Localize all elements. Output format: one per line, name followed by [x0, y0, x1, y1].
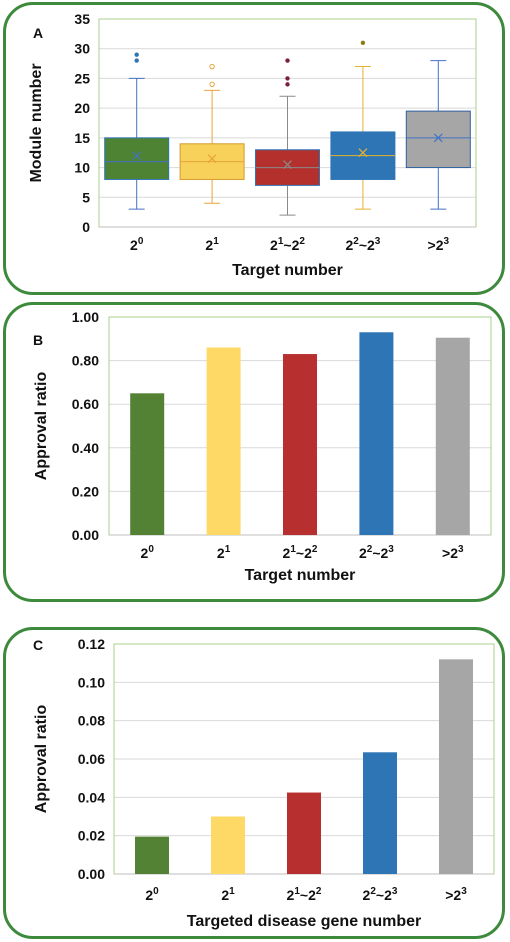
x-category-label: 21~22	[283, 544, 318, 561]
outlier-point	[134, 52, 139, 57]
panel-a: A 0 5 10 15 20 25 30 35 20 21 21~22 22~23 >23 Module n…	[3, 2, 505, 295]
y-axis-label: Module number	[28, 63, 45, 182]
outlier-point	[209, 63, 215, 70]
y-tick-label: 15	[74, 130, 90, 146]
bar	[135, 836, 169, 874]
bar	[211, 816, 245, 874]
bar	[283, 354, 317, 535]
outlier-point	[360, 40, 366, 45]
outlier-point	[209, 81, 215, 88]
bar	[359, 332, 394, 535]
y-tick-label: 0.60	[72, 396, 99, 412]
mean-marker	[283, 160, 292, 170]
bar	[130, 393, 165, 535]
panel-b: B 0.00 0.20 0.40 0.60 0.80 1.00 20 21 21~22 22~23 >…	[3, 302, 505, 602]
x-category-label: 22~23	[345, 236, 380, 253]
outlier-point	[285, 58, 290, 63]
y-tick-label: 10	[74, 160, 90, 176]
y-tick-label: 0.04	[78, 789, 105, 805]
panel-label: A	[33, 25, 43, 41]
bar	[363, 752, 397, 874]
y-tick-label: 1.00	[72, 309, 99, 325]
y-tick-label: 35	[74, 11, 90, 27]
x-axis-label: Target number	[232, 262, 343, 279]
y-tick-label: 0.12	[78, 636, 105, 652]
y-tick-label: 5	[82, 189, 90, 205]
y-axis-label: Approval ratio	[33, 705, 50, 814]
x-category-label: 20	[145, 886, 159, 903]
y-tick-label: 0.10	[78, 674, 105, 690]
outlier-point	[134, 58, 139, 63]
mean-marker	[207, 154, 217, 164]
x-category-label: 21	[205, 236, 219, 253]
y-tick-label: 25	[74, 70, 90, 86]
y-tick-label: 0.80	[72, 353, 99, 369]
y-tick-label: 0.02	[78, 828, 105, 844]
y-tick-label: 0.08	[78, 713, 105, 729]
x-category-label: 21~22	[270, 236, 305, 253]
x-category-label: 21~22	[287, 886, 322, 903]
x-category-label: 21	[217, 544, 231, 561]
x-category-label: 21	[221, 886, 235, 903]
x-category-label: >23	[428, 236, 450, 253]
y-tick-label: 0.00	[78, 866, 105, 882]
bar	[287, 792, 321, 874]
box	[405, 110, 471, 169]
outlier-point	[285, 82, 290, 87]
mean-marker	[358, 148, 368, 158]
mean-marker	[433, 133, 443, 143]
x-axis-label: Target number	[245, 567, 356, 584]
y-axis-label: Approval ratio	[33, 372, 50, 481]
panel-label: B	[33, 332, 43, 348]
bar-chart-approval-ratio-disease-gene: C 0.00 0.02 0.04 0.06 0.08 0.10 0.12 20 21 21~22 22…	[33, 636, 495, 930]
x-category-label: 22~23	[363, 886, 398, 903]
y-tick-label: 0	[82, 219, 90, 235]
bar	[435, 337, 470, 535]
y-tick-label: 0.20	[72, 483, 99, 499]
box	[104, 137, 170, 180]
x-category-label: >23	[442, 544, 464, 561]
y-tick-label: 30	[74, 41, 90, 57]
bar	[439, 659, 473, 874]
mean-marker	[132, 151, 142, 161]
outlier-point	[285, 76, 290, 81]
y-tick-label: 20	[74, 100, 90, 116]
y-tick-label: 0.06	[78, 751, 105, 767]
x-category-label: 22~23	[359, 544, 394, 561]
y-tick-label: 0.40	[72, 440, 99, 456]
bar	[206, 347, 241, 535]
panel-label: C	[33, 637, 43, 653]
y-tick-label: 0.00	[72, 527, 99, 543]
box-plot-module-number: A 0 5 10 15 20 25 30 35 20 21 21~22 22~23 >23 Module n…	[28, 11, 477, 279]
panel-c: C 0.00 0.02 0.04 0.06 0.08 0.10 0.12 20 21 21~22 22…	[3, 627, 505, 939]
x-axis-label: Targeted disease gene number	[187, 913, 421, 930]
x-category-label: 20	[130, 236, 144, 253]
x-category-label: >23	[445, 886, 467, 903]
x-category-label: 20	[141, 544, 155, 561]
bar-chart-approval-ratio-target: B 0.00 0.20 0.40 0.60 0.80 1.00 20 21 21~22 22~23 >…	[33, 309, 492, 584]
